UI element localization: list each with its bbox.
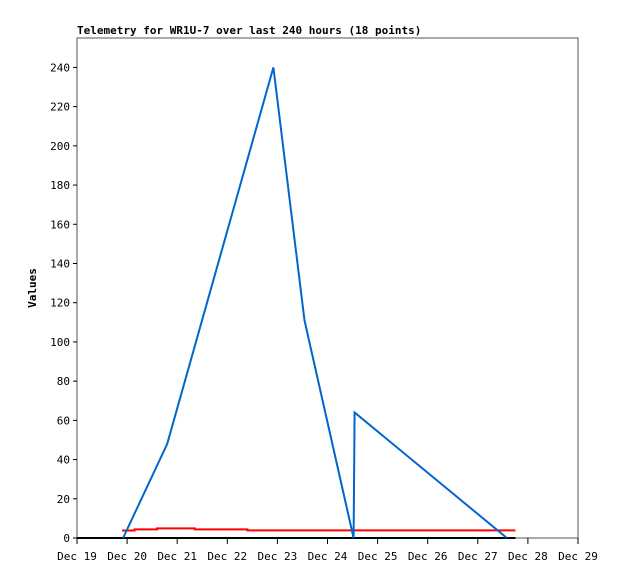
y-axis: 0 20 40 60 80 100 120 140 160 180 200 220 240 [50, 61, 77, 545]
y-tick-label: 240 [50, 61, 70, 74]
x-tick-label: Dec 26 [408, 550, 448, 563]
y-tick-label: 100 [50, 336, 70, 349]
chart-title: Telemetry for WR1U-7 over last 240 hours… [77, 24, 421, 37]
y-tick-label: 180 [50, 179, 70, 192]
series-group [77, 67, 516, 539]
series-line-1 [122, 527, 516, 532]
y-tick-label: 80 [57, 375, 70, 388]
x-tick-label: Dec 22 [207, 550, 247, 563]
y-tick-label: 220 [50, 101, 70, 114]
x-tick-label: Dec 19 [57, 550, 97, 563]
x-axis: Dec 19 Dec 20 Dec 21 Dec 22 Dec 23 Dec 24 Dec … [57, 538, 598, 563]
y-tick-label: 140 [50, 257, 70, 270]
y-tick-label: 120 [50, 297, 70, 310]
y-tick-label: 60 [57, 414, 70, 427]
x-tick-label: Dec 29 [558, 550, 598, 563]
y-tick-label: 160 [50, 218, 70, 231]
x-tick-label: Dec 25 [358, 550, 398, 563]
x-tick-label: Dec 24 [308, 550, 348, 563]
series-line-2 [122, 67, 508, 539]
x-tick-label: Dec 21 [157, 550, 197, 563]
y-axis-label: Values [26, 268, 39, 308]
y-tick-label: 20 [57, 493, 70, 506]
y-tick-label: 40 [57, 454, 70, 467]
x-tick-label: Dec 23 [258, 550, 298, 563]
y-tick-label: 200 [50, 140, 70, 153]
x-tick-label: Dec 27 [458, 550, 498, 563]
plot-frame [76, 37, 579, 539]
y-tick-label: 0 [63, 532, 70, 545]
x-tick-label: Dec 28 [508, 550, 548, 563]
x-tick-label: Dec 20 [107, 550, 147, 563]
